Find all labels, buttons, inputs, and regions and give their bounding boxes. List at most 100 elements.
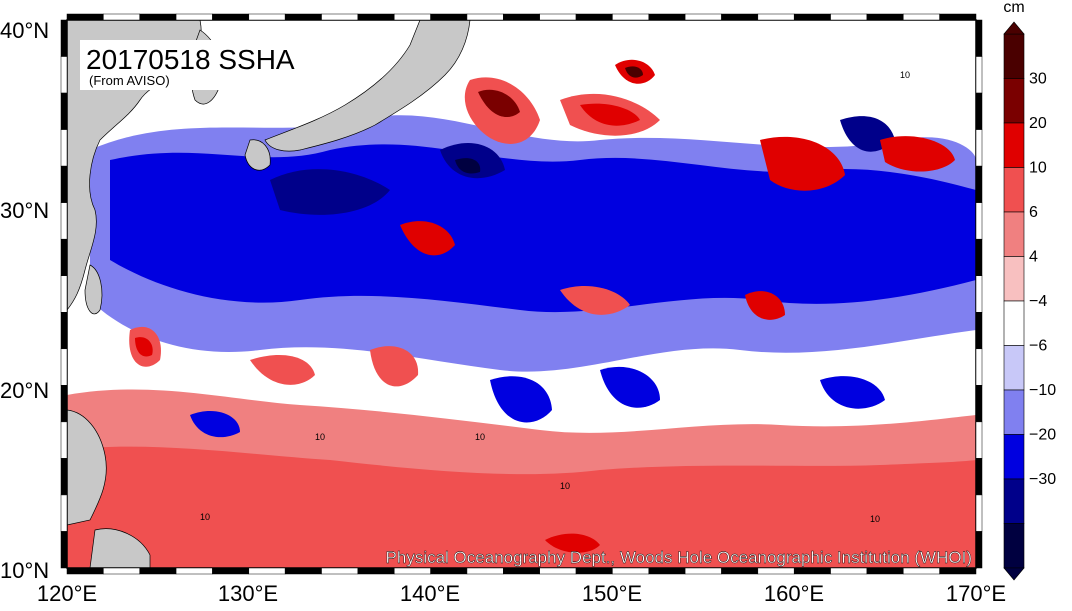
colorbar-label: 6 bbox=[1029, 204, 1038, 221]
frame-tick bbox=[612, 567, 650, 575]
frame-tick bbox=[575, 13, 613, 21]
colorbar-bottom-arrow bbox=[1003, 567, 1025, 581]
colorbar-segment bbox=[1003, 78, 1025, 124]
frame-tick bbox=[212, 13, 250, 21]
colorbar-top-arrow bbox=[1003, 21, 1025, 35]
colorbar-label: 10 bbox=[1029, 160, 1047, 177]
colorbar-segment bbox=[1003, 256, 1025, 302]
colorbar-segment bbox=[1003, 389, 1025, 435]
contour-label: 10 bbox=[315, 432, 325, 442]
land-taiwan bbox=[84, 264, 103, 315]
frame-tick bbox=[612, 13, 650, 21]
lat-label: 40°N bbox=[0, 18, 49, 43]
frame-tick bbox=[466, 567, 504, 575]
frame-tick bbox=[975, 129, 983, 167]
title-box bbox=[80, 40, 330, 90]
frame-tick bbox=[830, 13, 868, 21]
frame-tick bbox=[975, 19, 983, 57]
frame-tick bbox=[430, 567, 468, 575]
frame-tick bbox=[60, 92, 68, 130]
colorbar-unit: cm bbox=[1003, 0, 1024, 16]
frame-tick bbox=[975, 458, 983, 496]
colorbar-segment bbox=[1003, 300, 1025, 346]
lat-label: 30°N bbox=[0, 198, 49, 223]
frame-tick bbox=[60, 421, 68, 459]
credit-text: Physical Oceanography Dept., Woods Hole … bbox=[386, 548, 972, 567]
frame-tick bbox=[975, 494, 983, 532]
colorbar-label: −4 bbox=[1029, 293, 1047, 310]
cool-core-3 bbox=[455, 158, 481, 174]
lon-label: 170°E bbox=[946, 581, 1006, 606]
frame-tick bbox=[684, 13, 722, 21]
frame-tick bbox=[830, 567, 868, 575]
frame-tick bbox=[60, 165, 68, 203]
frame-tick bbox=[284, 567, 322, 575]
frame-tick bbox=[60, 275, 68, 313]
frame-tick bbox=[175, 567, 213, 575]
frame-tick bbox=[139, 13, 177, 21]
contour-label: 10 bbox=[475, 432, 485, 442]
frame-tick bbox=[539, 13, 577, 21]
colorbar-label: −20 bbox=[1029, 427, 1056, 444]
frame-tick bbox=[357, 13, 395, 21]
colorbar-segment bbox=[1003, 434, 1025, 480]
colorbar-label: 30 bbox=[1029, 71, 1047, 88]
land-philippines-south bbox=[89, 528, 151, 568]
ssha-field bbox=[67, 59, 976, 568]
colorbar-label: −10 bbox=[1029, 382, 1056, 399]
frame-tick bbox=[321, 13, 359, 21]
frame-tick bbox=[60, 348, 68, 386]
colorbar-label: 20 bbox=[1029, 115, 1047, 132]
warm-eddy-ne-core bbox=[580, 103, 640, 126]
frame-tick bbox=[321, 567, 359, 575]
frame-tick bbox=[60, 19, 68, 57]
frame-tick bbox=[60, 385, 68, 423]
frame-tick bbox=[539, 567, 577, 575]
warm-band-south-core bbox=[200, 499, 976, 568]
lat-label: 10°N bbox=[0, 558, 49, 583]
lat-label: 20°N bbox=[0, 378, 49, 403]
frame-tick bbox=[903, 13, 940, 21]
frame-tick bbox=[648, 13, 686, 21]
frame-tick bbox=[248, 567, 286, 575]
warm-eddy-m3 bbox=[370, 346, 419, 387]
warm-eddy-m4 bbox=[400, 221, 455, 256]
frame-tick bbox=[975, 421, 983, 459]
cool-eddy-s4 bbox=[190, 411, 240, 438]
frame-tick bbox=[939, 567, 977, 575]
frame-tick bbox=[248, 13, 286, 21]
frame-tick bbox=[60, 458, 68, 496]
colorbar-segment bbox=[1003, 523, 1025, 569]
colorbar-label: −6 bbox=[1029, 338, 1047, 355]
frame-tick bbox=[139, 567, 177, 575]
lon-label: 160°E bbox=[764, 581, 824, 606]
frame-tick bbox=[66, 567, 104, 575]
frame-tick bbox=[66, 13, 104, 21]
frame-tick bbox=[212, 567, 250, 575]
colorbar-label: −30 bbox=[1029, 471, 1056, 488]
warm-eddy-n4 bbox=[880, 136, 955, 172]
frame-tick bbox=[393, 567, 431, 575]
colorbar-segment bbox=[1003, 345, 1025, 391]
frame-tick bbox=[975, 531, 983, 569]
land-kyushu bbox=[244, 139, 271, 171]
colorbar-segment bbox=[1003, 33, 1025, 79]
colorbar-segment bbox=[1003, 167, 1025, 213]
cool-eddy-s1 bbox=[490, 376, 552, 423]
frame-tick bbox=[793, 13, 831, 21]
frame-tick bbox=[975, 385, 983, 423]
frame-tick bbox=[793, 567, 831, 575]
frame-tick bbox=[60, 202, 68, 240]
frame-tick bbox=[975, 275, 983, 313]
cool-zone-inner bbox=[110, 144, 976, 313]
frame-tick bbox=[648, 567, 686, 575]
frame-tick bbox=[60, 238, 68, 276]
cool-core-1 bbox=[270, 169, 390, 215]
frame-tick bbox=[393, 13, 431, 21]
frame-tick bbox=[284, 13, 322, 21]
frame-ticks bbox=[60, 13, 983, 575]
frame-tick bbox=[975, 92, 983, 130]
colorbar: 30 20 10 6 4 −4 −6 −10 −20 −30 bbox=[1003, 21, 1056, 581]
colorbar-segment bbox=[1003, 122, 1025, 168]
